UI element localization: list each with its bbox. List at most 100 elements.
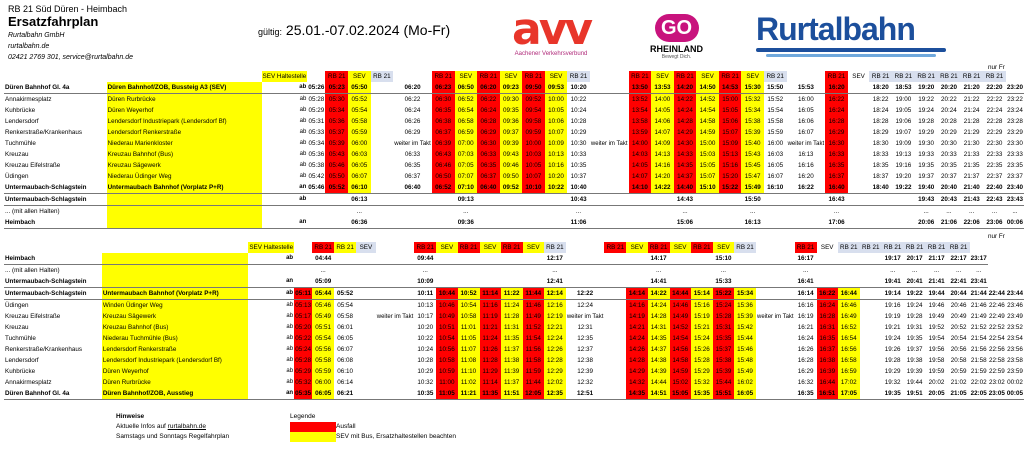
time-cell: 05:22 [294, 333, 313, 344]
time-cell: ... [422, 267, 428, 274]
time-cell: 12:31 [577, 324, 593, 331]
time-cell: 05:33 [308, 129, 325, 136]
table-row: Üdingen Niederau Üdinger Weg ab 05:42 05:50 0… [4, 171, 1024, 182]
time-cell: 06:01 [337, 324, 353, 331]
time-cell: 10:35 [414, 388, 437, 400]
time-cell: 06:58 [454, 116, 477, 127]
time-cell [325, 193, 349, 206]
sev-stop-cell: Niederau Tuchmühle (Bus) [101, 333, 249, 344]
time-cell: 11:52 [522, 322, 544, 333]
station-cell: Lendersdorf [5, 118, 39, 125]
time-cell: RB 21 [837, 242, 860, 253]
time-cell: 05:43 [325, 149, 349, 160]
time-cell: 11:44 [522, 377, 544, 388]
time-cell: 12:38 [577, 357, 593, 364]
time-cell: 15:49 [734, 366, 757, 377]
station-cell: Lendersdorf [5, 357, 39, 364]
time-cell: 05:46 [325, 160, 349, 171]
time-cell: 11:38 [500, 355, 523, 366]
arr-dep-cell: ab [248, 287, 295, 300]
time-cell: 16:59 [837, 366, 860, 377]
time-cell: 06:14 [337, 379, 353, 386]
time-cell: 06:29 [404, 129, 421, 136]
time-cell: 10:58 [457, 311, 480, 322]
time-cell: 13:54 [628, 105, 652, 116]
time-cell: 20:37 [941, 173, 957, 180]
time-cell: ... [750, 208, 756, 215]
time-cell: weiter im Takt [787, 140, 825, 147]
time-cell [734, 276, 757, 288]
time-cell: 11:49 [522, 311, 544, 322]
station-cell: Untermaubach-Schlagstein [4, 287, 102, 300]
arr-dep-cell: ab [261, 82, 308, 94]
station-cell: ... (mit allen Halten) [5, 208, 60, 215]
time-cell: SEV [479, 242, 501, 253]
time-cell: 15:39 [712, 366, 735, 377]
time-cell: 11:14 [479, 377, 501, 388]
time-cell: 18:20 [869, 82, 893, 94]
time-cell [696, 193, 719, 206]
time-cell: 05:46 [307, 182, 326, 194]
time-cell: 15:07 [696, 171, 719, 182]
hints: Hinweise Aktuelle Infos auf rurtalbahn.d… [116, 412, 229, 442]
time-cell: 06:29 [476, 127, 500, 138]
time-cell: 06:13 [348, 193, 371, 206]
company-website[interactable]: rurtalbahn.de [8, 43, 50, 50]
time-cell [307, 206, 325, 218]
time-cell: 07:03 [454, 149, 477, 160]
time-cell: 19:46 [928, 302, 945, 309]
time-cell: ... [955, 267, 962, 274]
time-cell: 06:20 [393, 82, 432, 94]
arr-dep-cell: ab [299, 118, 307, 124]
time-cell: 15:31 [712, 322, 735, 333]
time-cell: 16:37 [816, 344, 838, 355]
time-cell [356, 333, 376, 344]
time-cell: 19:44 [925, 287, 948, 300]
time-cell [756, 287, 795, 300]
time-cell: RB 21 [960, 71, 984, 82]
time-cell: 12:35 [577, 335, 593, 342]
time-cell: 12:37 [577, 346, 593, 353]
time-cell [436, 265, 457, 277]
time-cell [604, 366, 626, 377]
arr-dep-cell: ab [286, 346, 294, 352]
arr-dep-cell: an [261, 182, 308, 194]
time-cell: 16:17 [794, 253, 817, 265]
time-cell: 14:16 [651, 160, 674, 171]
time-cell [763, 193, 787, 206]
time-cell: 13:52 [628, 93, 652, 105]
time-cell [371, 138, 394, 149]
time-cell: 20:20 [937, 82, 961, 94]
time-cell: 06:43 [431, 149, 455, 160]
time-cell: RB 21 [476, 71, 500, 82]
time-cell: 19:22 [892, 182, 915, 194]
time-cell: 00:02 [1007, 379, 1023, 386]
time-cell: 15:03 [696, 149, 719, 160]
time-cell: RB 21 [604, 242, 627, 253]
time-cell: 10:37 [570, 173, 587, 180]
time-cell: ... [320, 267, 326, 274]
time-cell: 21:54 [970, 335, 987, 342]
time-cell: 20:46 [950, 302, 967, 309]
time-cell: 22:22 [986, 96, 1003, 103]
time-cell [869, 206, 892, 218]
table-row: Annakirmesplatz Düren Rurbrücke ab 05:28 05:… [4, 93, 1024, 105]
time-cell [371, 206, 394, 218]
time-cell: 05:17 [294, 311, 313, 322]
time-cell [307, 217, 326, 229]
time-cell: RB 21 [925, 242, 948, 253]
time-cell: 05:23 [325, 82, 349, 94]
station-cell: Annakirmesplatz [5, 96, 52, 103]
time-cell [356, 355, 376, 366]
time-cell: ... [802, 267, 809, 274]
hint-infos-link[interactable]: rurtalbahn.de [167, 423, 206, 430]
time-cell: 14:35 [626, 388, 648, 400]
time-cell: 22:43 [983, 193, 1006, 206]
validity-dates: 25.01.-07.02.2024 (Mo-Fr) [285, 22, 451, 38]
time-cell: 11:54 [522, 333, 544, 344]
table-row: Kreuzau Kreuzau Bahnhof (Bus) ab 05:36 05:43… [4, 149, 1024, 160]
time-cell: 11:22 [500, 287, 523, 300]
time-cell: 15:33 [712, 276, 735, 288]
time-cell: 14:59 [669, 366, 691, 377]
time-cell: ... [552, 267, 558, 274]
